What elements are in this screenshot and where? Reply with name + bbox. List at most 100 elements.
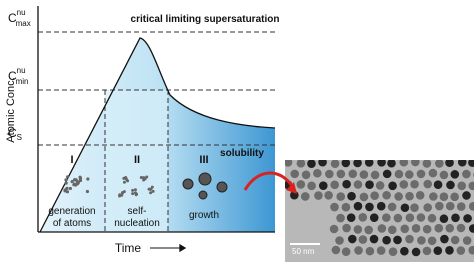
tem-particle — [399, 160, 409, 167]
tem-particle — [445, 201, 455, 211]
atom — [65, 186, 69, 190]
stage-label: self- — [128, 206, 147, 217]
tem-particle — [387, 160, 396, 168]
atom — [86, 177, 90, 181]
nucleus — [122, 190, 126, 194]
tem-particle — [439, 170, 449, 180]
tem-particle — [336, 213, 345, 223]
tem-particle — [377, 224, 387, 233]
tem-particle — [382, 235, 391, 245]
tem-particle — [370, 191, 379, 200]
atom — [64, 181, 68, 185]
nucleus — [145, 175, 149, 179]
tem-particle — [341, 160, 351, 168]
tem-particle — [388, 181, 397, 191]
tem-particle — [346, 213, 356, 223]
critical-label: critical limiting supersaturation — [131, 14, 280, 25]
tem-particle — [433, 180, 443, 189]
atom — [65, 175, 70, 179]
tem-particle — [462, 236, 472, 245]
tem-particle — [318, 181, 328, 190]
tem-particle — [462, 169, 471, 179]
tem-particle — [439, 192, 449, 202]
nucleus — [124, 176, 128, 180]
particle — [198, 190, 208, 200]
tem-particle — [457, 160, 467, 167]
tem-particle — [456, 223, 466, 233]
tem-particle — [468, 181, 474, 191]
tem-particle — [433, 246, 443, 256]
tem-particle — [314, 191, 323, 200]
tem-particle — [335, 236, 344, 245]
tem-particle — [423, 203, 432, 212]
tem-particle — [445, 246, 454, 255]
stage-two-band — [105, 90, 168, 232]
tem-particle — [307, 160, 316, 168]
tem-particle — [451, 213, 460, 223]
nucleus — [122, 180, 126, 184]
particle — [216, 181, 228, 193]
atom — [75, 179, 79, 183]
tem-particle — [382, 190, 391, 200]
c-min-label: Cnu min — [8, 66, 28, 86]
nucleus — [131, 188, 135, 192]
tem-particle — [468, 245, 474, 255]
atom — [72, 178, 77, 182]
atom — [72, 183, 76, 187]
tem-particle — [342, 179, 351, 189]
tem-particle — [405, 191, 414, 201]
tem-particle — [330, 180, 339, 190]
tem-particle — [376, 201, 386, 211]
tem-particle — [416, 169, 426, 179]
tem-particle — [342, 223, 351, 233]
tem-particle — [417, 236, 426, 245]
tem-particle — [330, 160, 340, 168]
tem-particle — [439, 214, 449, 224]
tem-particle — [336, 169, 346, 179]
tem-particle — [450, 170, 460, 179]
tem-particle — [364, 225, 373, 235]
tem-particle — [435, 201, 444, 211]
nucleus — [149, 191, 153, 195]
tem-particle — [353, 160, 362, 168]
tem-particle — [353, 201, 363, 211]
atom — [70, 180, 74, 184]
tem-particle — [353, 180, 363, 189]
tem-particle — [445, 223, 455, 233]
tem-particle — [370, 170, 380, 180]
tem-image — [285, 160, 474, 262]
tem-particle — [427, 236, 437, 246]
tem-particle — [428, 168, 438, 178]
concentration-curve — [39, 37, 276, 233]
tem-particle — [382, 213, 391, 222]
tem-particle — [296, 180, 306, 189]
tem-particle — [365, 202, 374, 212]
tem-particle — [411, 224, 421, 233]
tem-particle — [341, 247, 351, 256]
tem-particle — [348, 169, 358, 179]
tem-particle — [393, 213, 403, 223]
tem-particle — [347, 191, 356, 201]
atom — [68, 186, 72, 191]
stage-label: growth — [189, 210, 219, 221]
tem-particle — [456, 246, 466, 255]
nucleus — [142, 176, 146, 180]
nucleus — [133, 188, 137, 192]
nucleus — [139, 175, 143, 179]
y-axis-label: Atomic Conc. — [5, 77, 17, 142]
tem-particle — [400, 246, 409, 256]
stage-label: generation — [48, 206, 95, 217]
tem-particle — [365, 246, 375, 256]
tem-particle — [468, 201, 474, 211]
tem-particle — [429, 192, 438, 201]
tem-particle — [468, 160, 474, 167]
stage-numeral: I — [70, 154, 73, 166]
solubility-label: solubility — [220, 148, 264, 159]
tem-particle — [387, 202, 397, 212]
nucleus — [126, 179, 130, 183]
tem-particle — [330, 202, 339, 212]
atom — [85, 189, 90, 194]
particle — [198, 172, 212, 186]
tem-particle — [462, 191, 471, 200]
